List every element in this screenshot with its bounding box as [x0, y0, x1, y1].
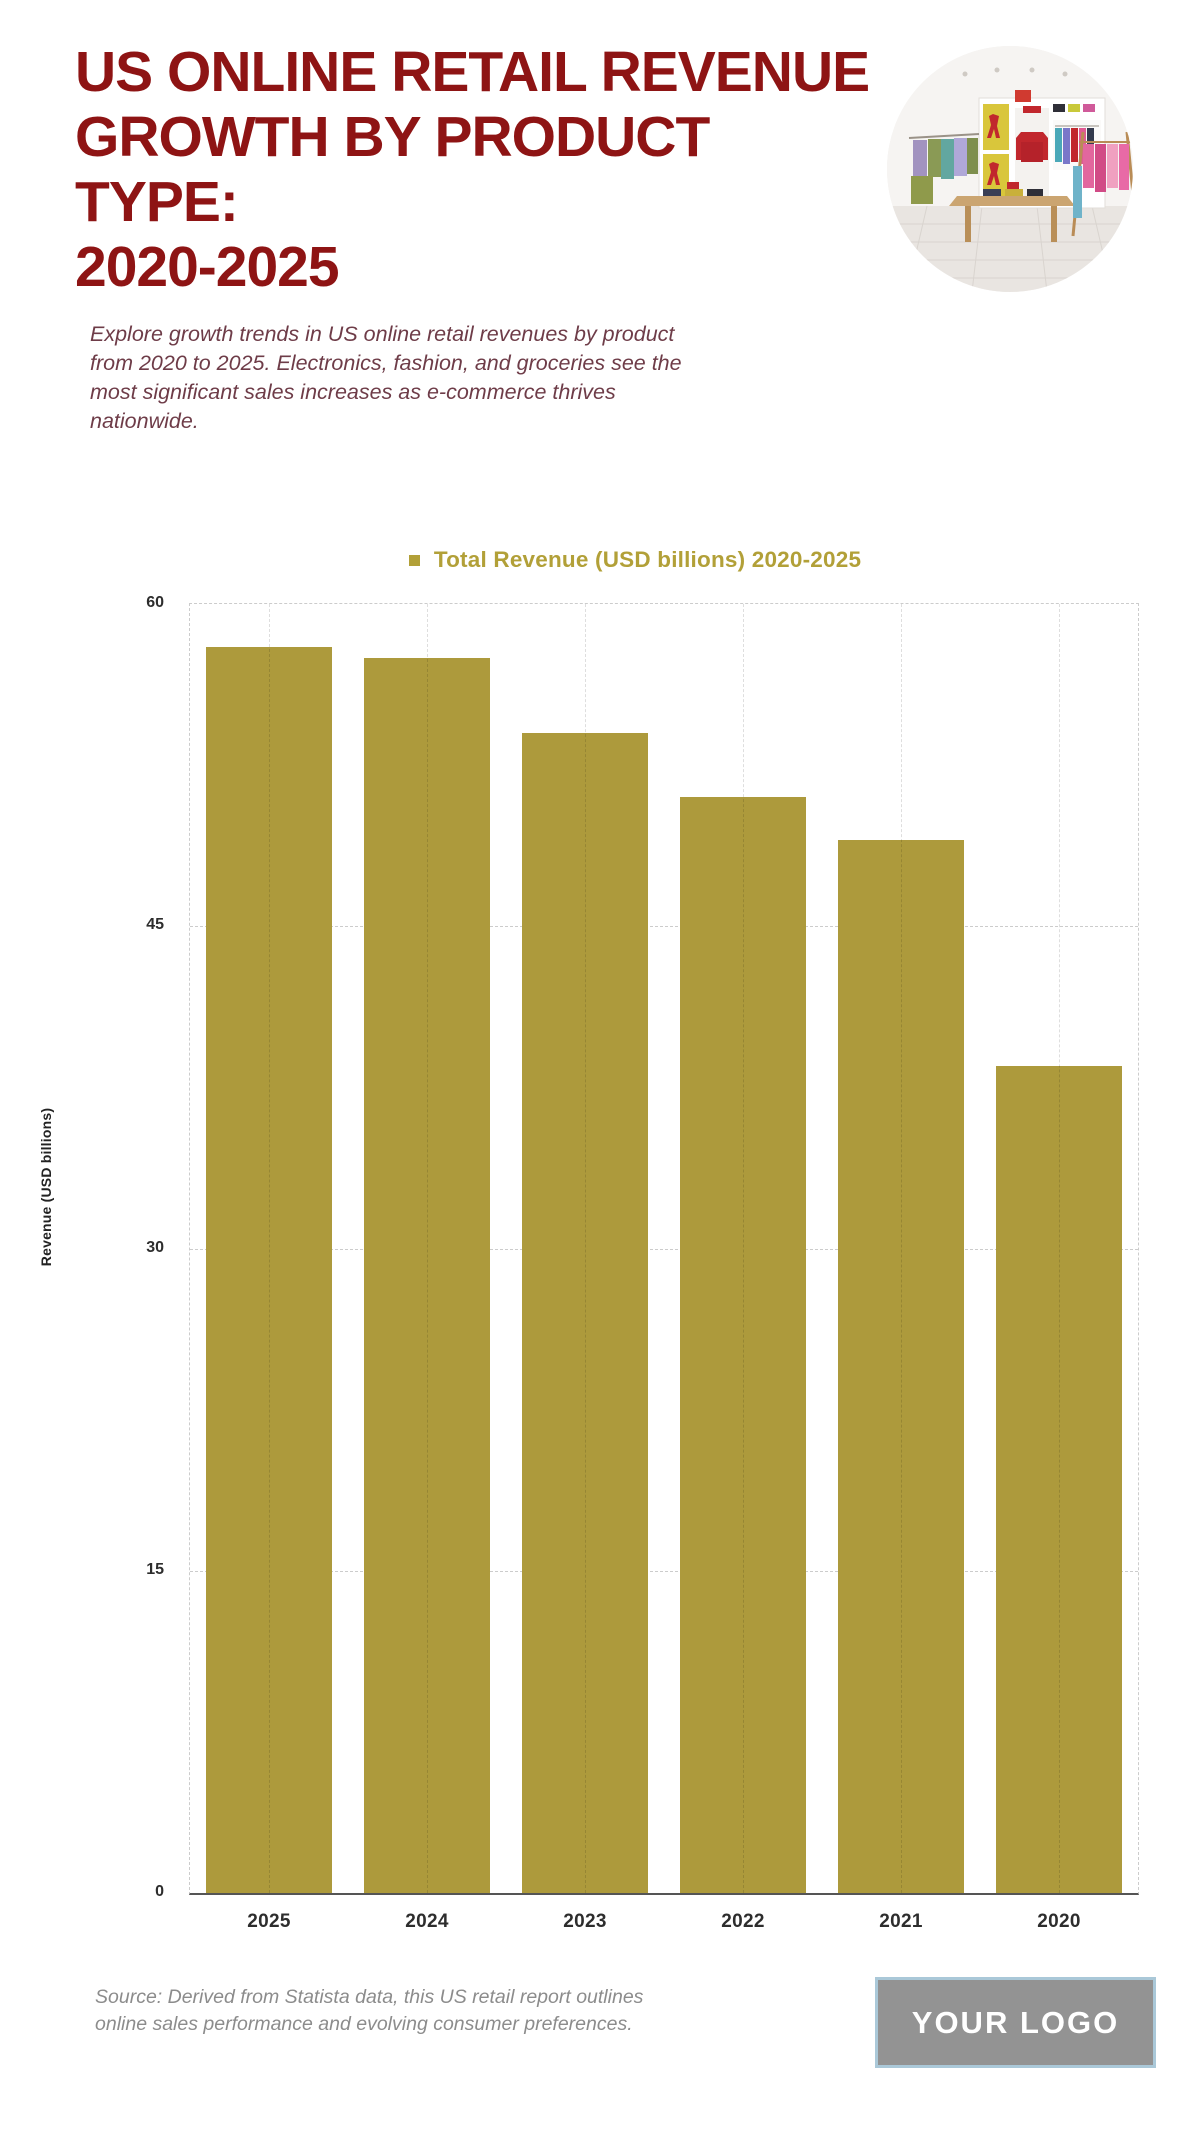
gridline-horizontal — [190, 1248, 1138, 1250]
gridline-vertical — [269, 604, 270, 1893]
plot-area: 0 15 30 45 60 2025 2024 2023 2022 2021 2020 — [146, 594, 1139, 1932]
logo-text: YOUR LOGO — [911, 2004, 1120, 2040]
x-tick-label: 2024 — [405, 1911, 449, 1932]
y-tick-label: 15 — [146, 1560, 164, 1578]
x-tick-label: 2020 — [1037, 1911, 1081, 1932]
page-title: US ONLINE RETAIL REVENUE GROWTH BY PRODU… — [75, 40, 870, 299]
bar-2025 — [205, 646, 333, 1893]
gridline-vertical — [901, 604, 902, 1893]
bar-2022 — [679, 797, 807, 1893]
y-tick-label: 0 — [155, 1883, 164, 1900]
source-note: Source: Derived from Statista data, this… — [95, 1986, 644, 2035]
gridline-horizontal — [190, 1570, 1138, 1572]
x-tick-label: 2023 — [563, 1911, 607, 1932]
gridline-vertical — [585, 604, 586, 1893]
chart-legend: Total Revenue (USD billions) 2020-2025 — [130, 547, 1140, 573]
x-tick-label: 2021 — [879, 1911, 923, 1932]
gridline-horizontal — [190, 926, 1138, 928]
bar-2021 — [837, 840, 965, 1893]
y-tick-label: 30 — [146, 1238, 164, 1256]
bar-2020 — [995, 1065, 1123, 1893]
bar-2023 — [521, 732, 649, 1893]
gridline-vertical — [1059, 604, 1060, 1893]
y-tick-label: 45 — [146, 916, 164, 934]
x-tick-label: 2025 — [247, 1911, 291, 1932]
store-photo — [887, 46, 1133, 292]
store-photo-illustration — [887, 46, 1133, 292]
gridline-vertical — [427, 604, 428, 1893]
page-subtitle: Explore growth trends in US online retai… — [90, 322, 682, 433]
x-tick-label: 2022 — [721, 1911, 765, 1932]
legend-label: Total Revenue (USD billions) 2020-2025 — [433, 547, 862, 572]
legend-swatch-icon — [408, 554, 420, 566]
gridline-vertical — [743, 604, 744, 1893]
y-axis-title: Revenue (USD billions) — [38, 1107, 54, 1267]
logo-placeholder: YOUR LOGO — [875, 1977, 1156, 2068]
bar-2024 — [363, 657, 491, 1893]
y-tick-label: 60 — [146, 594, 164, 611]
